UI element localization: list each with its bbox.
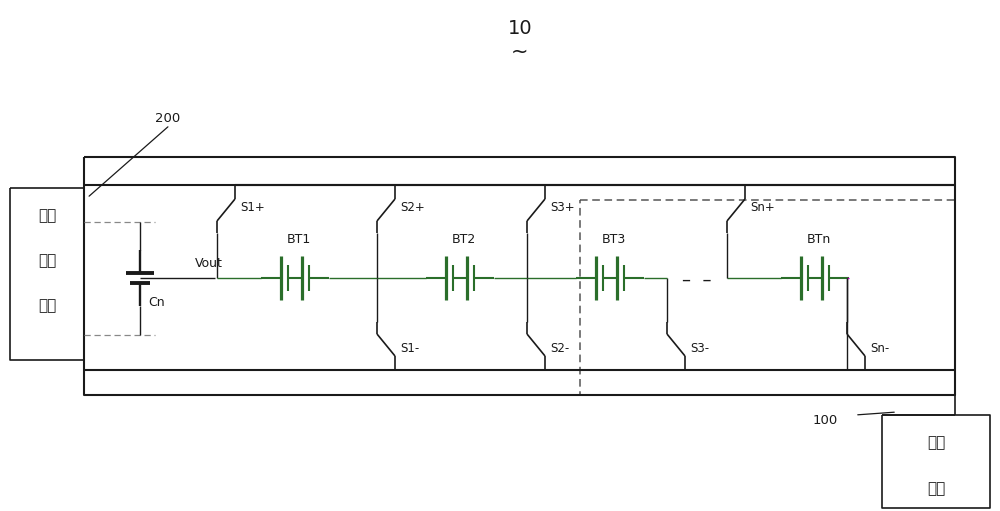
Text: –  –: – – [682, 270, 712, 289]
Text: S2-: S2- [550, 341, 569, 355]
Text: 10: 10 [508, 18, 532, 37]
Bar [580, 200, 955, 395]
Text: Sn-: Sn- [870, 341, 889, 355]
Text: S3+: S3+ [550, 200, 575, 214]
Text: BT3: BT3 [602, 233, 626, 245]
Text: Cn: Cn [148, 295, 165, 309]
Text: 单元: 单元 [38, 298, 56, 314]
Text: Vout: Vout [195, 257, 223, 269]
Text: 中心: 中心 [927, 481, 945, 497]
Text: S2+: S2+ [400, 200, 425, 214]
Text: 100: 100 [812, 413, 838, 427]
Text: Sn+: Sn+ [750, 200, 775, 214]
Text: 控制: 控制 [927, 435, 945, 451]
Text: BT1: BT1 [287, 233, 311, 245]
Text: 200: 200 [155, 111, 180, 125]
Text: S1+: S1+ [240, 200, 265, 214]
Text: S1-: S1- [400, 341, 419, 355]
Text: S3-: S3- [690, 341, 709, 355]
Text: BTn: BTn [807, 233, 831, 245]
Text: BT2: BT2 [452, 233, 476, 245]
Text: 电压: 电压 [38, 208, 56, 223]
Text: 检测: 检测 [38, 253, 56, 268]
Text: ~: ~ [511, 42, 529, 62]
